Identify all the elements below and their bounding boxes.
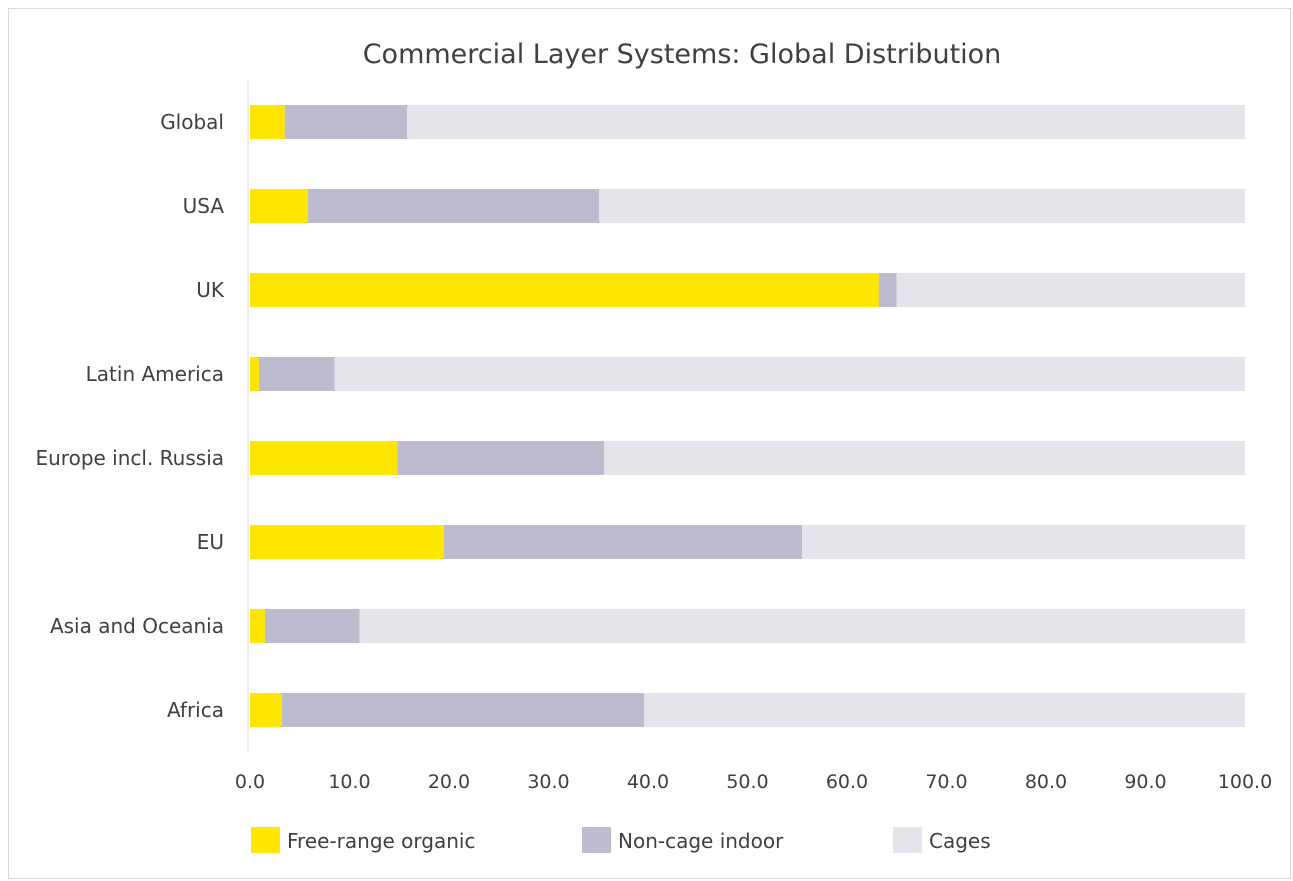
x-tick-label: 70.0 [925,771,967,793]
legend-swatch-cages [893,827,922,853]
category-label-latin-america: Latin America [86,362,224,386]
x-tick-label: 0.0 [235,771,265,793]
category-label-africa: Africa [167,698,224,722]
bars-layer [250,105,1246,727]
legend: Free-range organic Non-cage indoor Cages [251,827,991,853]
bar-usa-free-range-organic [250,189,308,223]
bar-asia-and-oceania-non-cage-indoor [264,609,360,643]
bar-africa-free-range-organic [250,693,282,727]
legend-label-cages: Cages [929,829,991,853]
category-label-europe-incl-russia: Europe incl. Russia [35,446,224,470]
bar-asia-and-oceania-free-range-organic [250,609,265,643]
bar-asia-and-oceania-cages [359,609,1245,643]
category-label-global: Global [160,110,224,134]
bar-africa-non-cage-indoor [281,693,645,727]
x-tick-label: 50.0 [726,771,768,793]
bar-uk-cages [896,273,1245,307]
bar-global-free-range-organic [250,105,285,139]
x-tick-label: 60.0 [826,771,868,793]
bar-latin-america-non-cage-indoor [258,357,335,391]
x-tick-label: 100.0 [1218,771,1272,793]
bar-europe-incl-russia-non-cage-indoor [397,441,605,475]
bar-europe-incl-russia-free-range-organic [250,441,398,475]
bar-usa-cages [599,189,1245,223]
x-tick-labels: 0.0 10.0 20.0 30.0 40.0 50.0 60.0 70.0 80.0 90.0 1… [235,771,1272,793]
x-tick-label: 10.0 [328,771,370,793]
bar-eu-non-cage-indoor [444,525,803,559]
chart-title: Commercial Layer Systems: Global Distrib… [363,39,1002,70]
x-tick-label: 40.0 [627,771,669,793]
legend-swatch-free-range-organic [251,827,280,853]
bar-eu-cages [802,525,1245,559]
x-tick-label: 90.0 [1124,771,1166,793]
legend-label-free-range-organic: Free-range organic [287,829,475,853]
bar-global-cages [407,105,1246,139]
bar-latin-america-free-range-organic [250,357,259,391]
category-label-uk: UK [196,278,225,302]
bar-uk-free-range-organic [250,273,879,307]
bar-uk-non-cage-indoor [878,273,897,307]
bar-europe-incl-russia-cages [604,441,1245,475]
bar-usa-non-cage-indoor [307,189,600,223]
category-label-eu: EU [197,530,224,554]
legend-label-non-cage-indoor: Non-cage indoor [618,829,784,853]
category-labels: Global USA UK Latin America Europe incl. Rus… [35,110,224,722]
bar-latin-america-cages [334,357,1245,391]
x-tick-label: 30.0 [527,771,569,793]
category-label-asia-and-oceania: Asia and Oceania [50,614,224,638]
category-label-usa: USA [183,194,225,218]
bar-africa-cages [644,693,1245,727]
legend-swatch-non-cage-indoor [582,827,611,853]
bar-global-non-cage-indoor [284,105,408,139]
x-tick-label: 20.0 [428,771,470,793]
bar-eu-free-range-organic [250,525,445,559]
x-tick-label: 80.0 [1025,771,1067,793]
